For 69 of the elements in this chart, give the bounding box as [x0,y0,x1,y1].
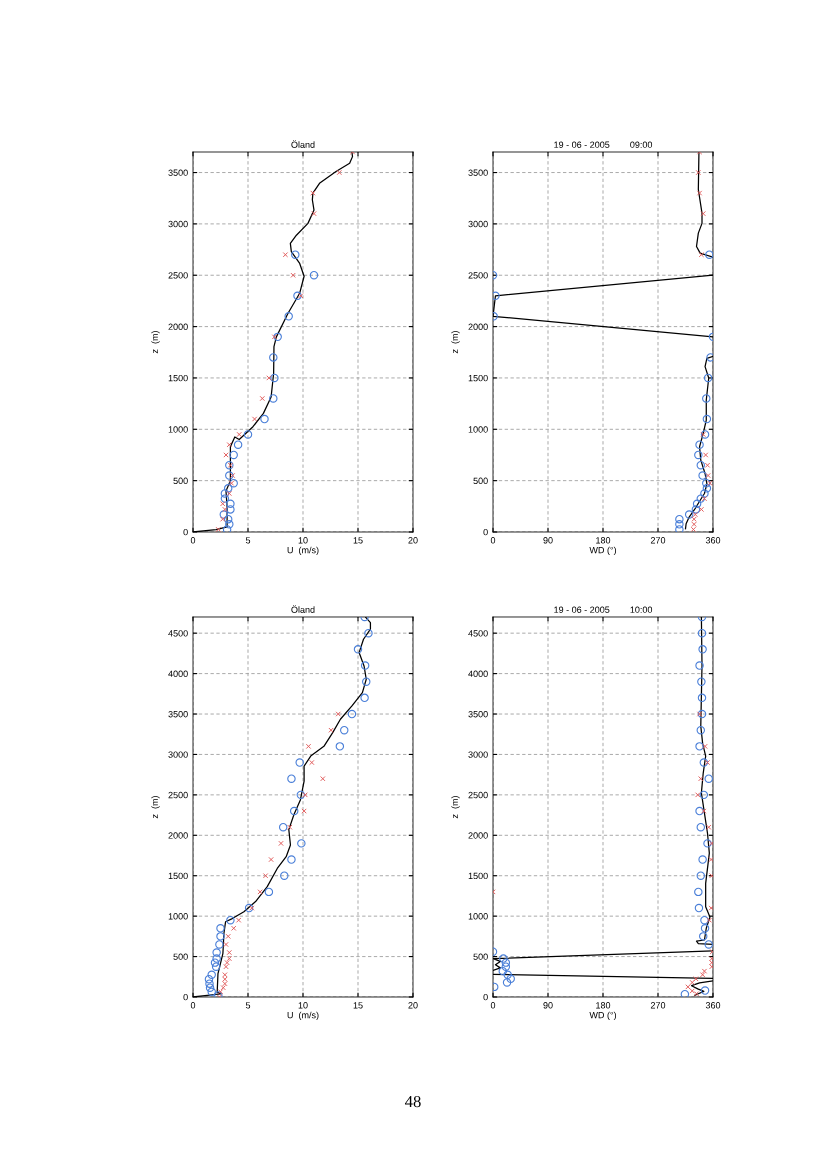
chart-title: 19 - 06 - 2005 09:00 [554,141,653,148]
x-axis-title: WD (°) [589,1011,617,1021]
chart-title: Öland [291,140,315,148]
y-tick-label: 2500 [468,272,488,279]
y-tick-label: 2500 [168,791,188,799]
x-tick-label: 5 [245,1002,251,1009]
y-tick-label: 3000 [468,751,488,758]
y-tick-label: 4000 [468,670,488,677]
y-tick-label: 3500 [168,710,188,718]
y-axis-title: z (m) [451,796,460,819]
y-tick-label: 1500 [468,872,488,880]
x-tick-label: 180 [596,537,611,544]
x-tick-label: 360 [705,537,721,544]
x-tick-label: 270 [650,1002,666,1009]
x-tick-label: 0 [190,537,196,544]
x-tick-label: 0 [490,1002,496,1009]
y-tick-label: 4500 [168,630,188,637]
y-tick-label: 3000 [168,751,188,758]
x-axis-title: WD (°) [589,546,617,556]
y-tick-label: 0 [183,993,188,1001]
y-tick-label: 0 [183,528,188,536]
y-axis-title: z (m) [151,331,160,354]
y-tick-label: 3500 [168,169,188,176]
x-tick-label: 20 [408,1002,418,1009]
y-tick-label: 2000 [468,323,488,330]
y-tick-label: 2500 [168,272,188,279]
y-tick-label: 4000 [168,670,188,677]
y-tick-label: 0 [483,993,488,1001]
y-tick-label: 500 [473,477,488,485]
y-tick-label: 1500 [468,374,488,382]
y-tick-label: 1000 [168,426,188,433]
y-tick-label: 1500 [168,374,188,382]
x-tick-label: 15 [353,1002,363,1009]
y-tick-label: 0 [483,528,488,536]
y-tick-label: 3000 [468,220,488,228]
y-tick-label: 4500 [468,630,488,637]
x-tick-label: 10 [298,1002,308,1009]
y-tick-label: 2000 [468,832,488,839]
y-tick-label: 1000 [468,426,488,433]
y-tick-label: 3500 [468,169,488,176]
y-tick-label: 3000 [168,220,188,228]
y-tick-label: 500 [173,477,188,485]
y-axis-title: z (m) [151,796,160,819]
y-tick-label: 2000 [168,323,188,330]
y-tick-label: 1000 [168,913,188,920]
y-axis-title: z (m) [451,331,460,354]
y-tick-label: 500 [473,953,488,960]
y-tick-label: 2000 [168,832,188,839]
y-tick-label: 2500 [468,791,488,799]
x-tick-label: 0 [190,1002,196,1009]
y-tick-label: 3500 [468,710,488,718]
x-tick-label: 180 [596,1002,611,1009]
y-tick-label: 1500 [168,872,188,880]
chart-title: Öland [291,605,315,613]
chart-title: 19 - 06 - 2005 10:00 [554,606,653,613]
y-tick-label: 1000 [468,913,488,920]
x-tick-label: 0 [490,537,496,544]
x-axis-title: U (m/s) [287,546,319,556]
x-tick-label: 90 [543,1002,553,1009]
x-tick-label: 15 [353,537,363,544]
x-tick-label: 90 [543,537,553,544]
text: 48 [404,1095,421,1108]
x-tick-label: 360 [705,1002,721,1009]
x-tick-label: 5 [245,537,251,544]
x-tick-label: 20 [408,537,418,544]
x-axis-title: U (m/s) [287,1011,319,1021]
x-tick-label: 270 [650,537,666,544]
y-tick-label: 500 [173,953,188,960]
x-tick-label: 10 [298,537,308,544]
